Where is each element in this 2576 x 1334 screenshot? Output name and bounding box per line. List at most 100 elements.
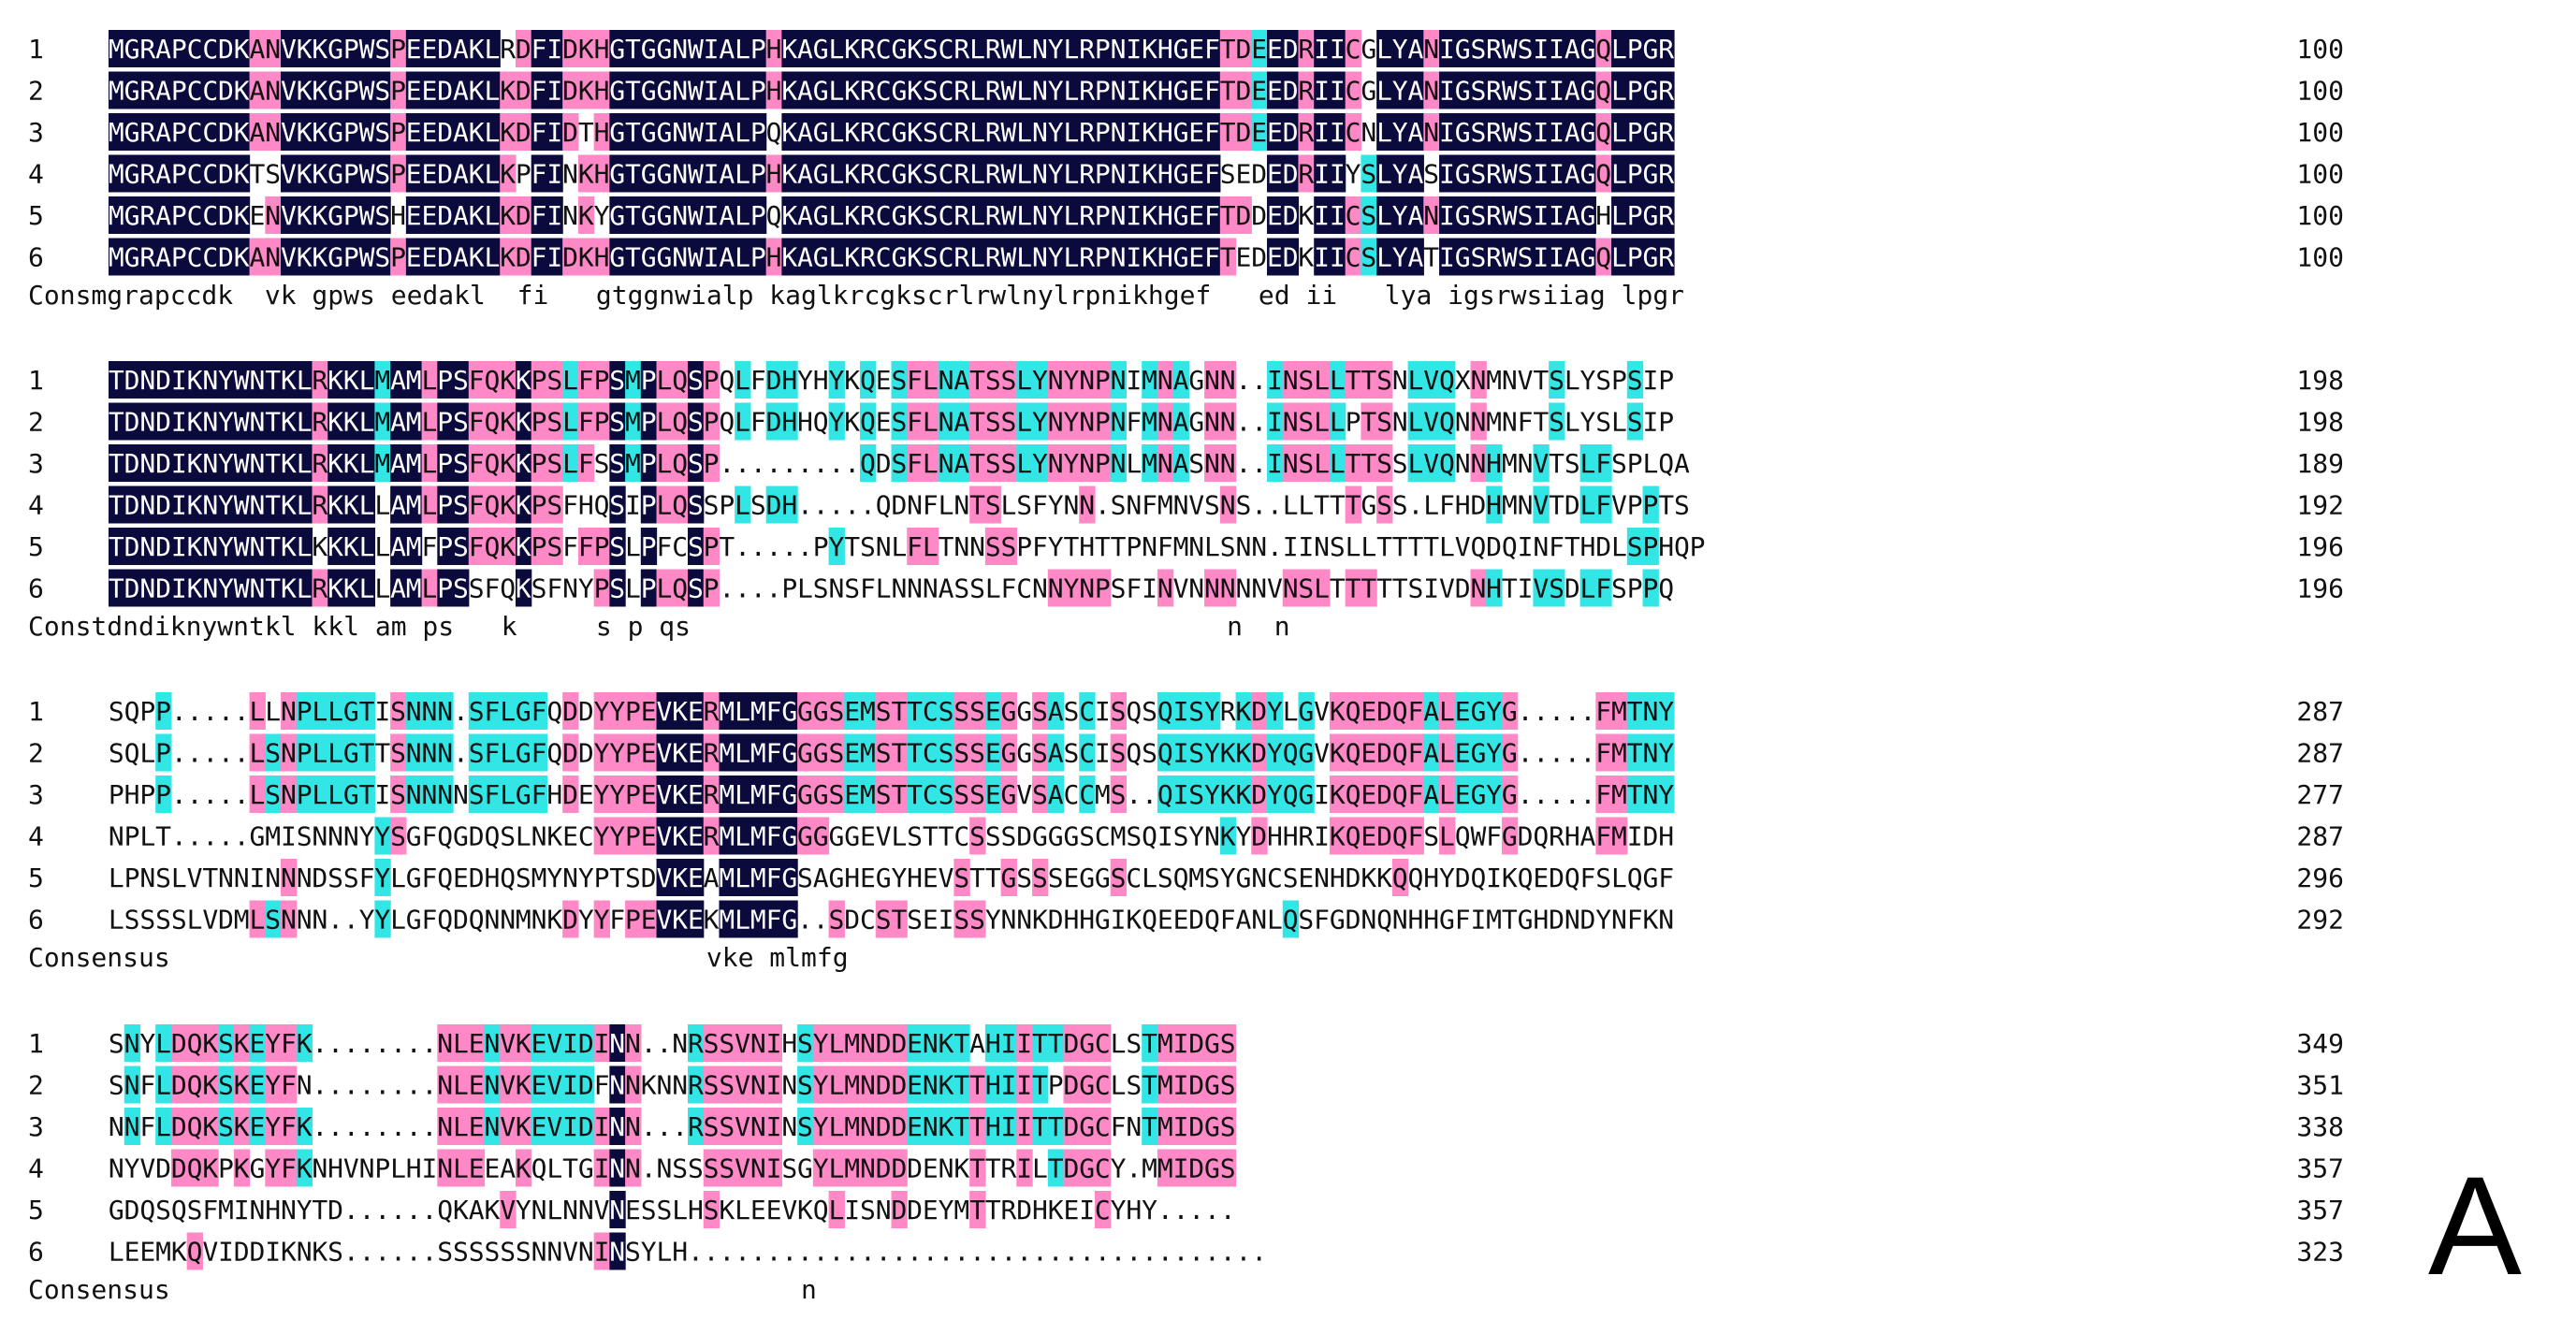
residue: F	[1204, 159, 1220, 190]
residue-shade	[828, 113, 845, 151]
residue: M	[1486, 407, 1502, 438]
residue: G	[656, 117, 672, 148]
residue: D	[1486, 531, 1502, 562]
residue: I	[171, 573, 187, 604]
residue: Q	[766, 117, 782, 148]
residue: I	[1283, 531, 1299, 562]
residue: Y	[1048, 531, 1064, 562]
residue: D	[1595, 531, 1611, 562]
residue: N	[1502, 407, 1518, 438]
residue: D	[891, 1070, 907, 1101]
residue: L	[359, 448, 375, 479]
residue: F	[750, 365, 766, 396]
residue: L	[969, 242, 985, 273]
residue: P	[1642, 531, 1658, 562]
residue: N	[437, 1070, 453, 1101]
residue: L	[1580, 573, 1596, 604]
residue: S	[1001, 821, 1017, 852]
residue: P	[437, 365, 453, 396]
residue-shade	[484, 238, 501, 276]
residue: S	[1001, 365, 1017, 396]
residue-layer: SSPNLLQQHPPSPLPLNSPPPTSS....LS....VL....…	[109, 696, 1674, 935]
residue: S	[265, 159, 281, 190]
residue: Q	[860, 407, 876, 438]
residue: D	[1063, 1028, 1079, 1059]
residue: Q	[1595, 159, 1611, 190]
residue: S	[1361, 242, 1376, 273]
residue: T	[1032, 1028, 1048, 1059]
residue: R	[312, 448, 327, 479]
residue: L	[1016, 34, 1032, 65]
residue: A	[939, 573, 954, 604]
residue: T	[1361, 573, 1376, 604]
residue: C	[1095, 1028, 1111, 1059]
residue: P	[437, 490, 453, 521]
residue: S	[860, 531, 876, 562]
residue: L	[484, 76, 500, 107]
residue: .	[1235, 448, 1251, 479]
residue: S	[546, 365, 562, 396]
residue: .	[1220, 1195, 1236, 1225]
residue: Y	[1063, 365, 1079, 396]
residue: W	[1502, 34, 1518, 65]
residue-shade	[719, 154, 735, 193]
residue: .	[202, 738, 218, 769]
residue: .	[1142, 779, 1157, 810]
residue-shade	[312, 196, 328, 234]
residue: K	[781, 159, 797, 190]
residue: S	[1111, 573, 1127, 604]
residue: Y	[578, 573, 594, 604]
residue: N	[939, 407, 954, 438]
residue: N	[609, 1070, 625, 1101]
residue: L	[1063, 200, 1079, 231]
residue: F	[1580, 863, 1596, 893]
residue: A	[969, 1028, 985, 1059]
position-end: 349	[2296, 1028, 2344, 1059]
residue: D	[437, 76, 453, 107]
residue: D	[1470, 490, 1486, 521]
residue: N	[1611, 905, 1627, 935]
residue-shade	[593, 30, 610, 67]
residue: K	[312, 34, 327, 65]
residue: K	[327, 531, 343, 562]
sequence-id: 1	[28, 34, 44, 65]
residue: P	[374, 1153, 390, 1184]
residue: S	[704, 490, 720, 521]
residue: E	[469, 1028, 485, 1059]
residue: L	[1032, 1153, 1048, 1184]
residue: N	[860, 1070, 876, 1101]
residue: Y	[813, 1070, 829, 1101]
residue: L	[1611, 159, 1627, 190]
residue: N	[1032, 200, 1048, 231]
residue: G	[1016, 696, 1032, 727]
residue: I	[546, 242, 562, 273]
residue-shade	[546, 113, 563, 151]
residue: N	[265, 242, 281, 273]
residue: I	[1126, 242, 1142, 273]
residue-shade	[640, 113, 658, 151]
residue: T	[1330, 490, 1346, 521]
residue: .	[781, 531, 797, 562]
residue: G	[343, 779, 359, 810]
residue: P	[171, 34, 187, 65]
residue: M	[1611, 738, 1627, 769]
residue-shade	[358, 30, 376, 67]
residue: .	[1565, 779, 1580, 810]
residue: A	[813, 863, 829, 893]
residue-shade	[500, 71, 517, 109]
residue-shade	[656, 113, 673, 151]
residue: P	[625, 696, 641, 727]
residue: P	[155, 696, 171, 727]
residue-shade	[265, 113, 282, 151]
residue: N	[876, 1195, 892, 1225]
residue: D	[1235, 76, 1251, 107]
residue: F	[1142, 490, 1157, 521]
residue: M	[1611, 821, 1627, 852]
residue: T	[109, 573, 124, 604]
residue-shade	[719, 71, 735, 109]
residue: D	[1235, 117, 1251, 148]
residue: S	[1376, 490, 1392, 521]
residue: T	[985, 1195, 1001, 1225]
residue: K	[312, 76, 327, 107]
residue: N	[781, 1111, 797, 1142]
